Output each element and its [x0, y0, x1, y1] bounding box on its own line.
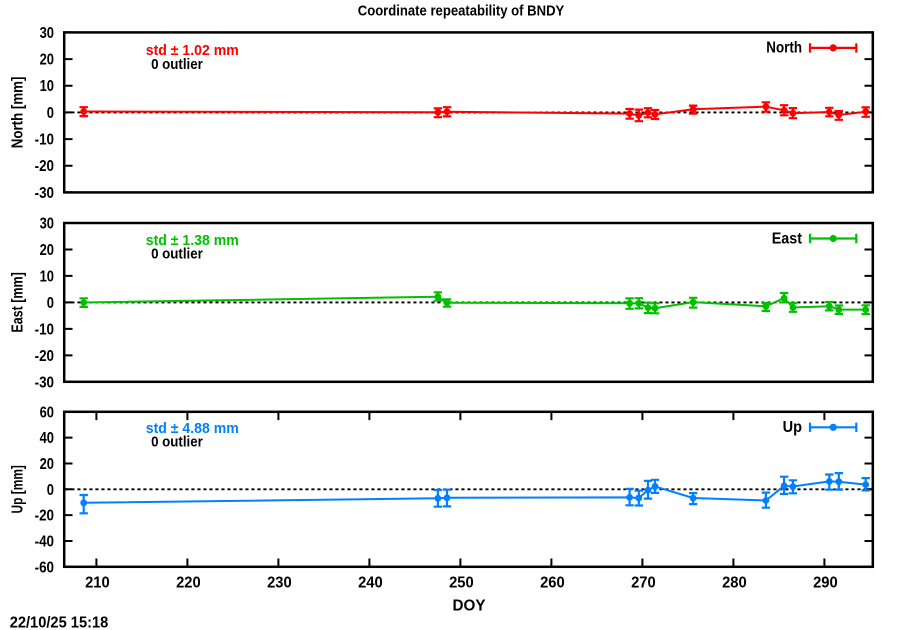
svg-text:-30: -30 — [35, 374, 54, 391]
svg-text:0 outlier: 0 outlier — [151, 56, 203, 73]
svg-text:-10: -10 — [35, 132, 54, 149]
svg-text:std ± 1.02 mm: std ± 1.02 mm — [146, 42, 239, 59]
svg-text:std ± 1.38 mm: std ± 1.38 mm — [146, 232, 239, 249]
svg-text:20: 20 — [40, 242, 54, 259]
svg-text:230: 230 — [267, 574, 292, 591]
svg-text:DOY: DOY — [453, 598, 486, 615]
svg-text:30: 30 — [40, 216, 54, 233]
svg-text:280: 280 — [722, 574, 747, 591]
svg-text:240: 240 — [358, 574, 383, 591]
svg-text:40: 40 — [40, 430, 54, 447]
svg-text:22/10/25 15:18: 22/10/25 15:18 — [10, 615, 109, 630]
svg-text:210: 210 — [85, 574, 110, 591]
svg-text:Up: Up — [783, 419, 802, 436]
svg-text:North: North — [766, 40, 802, 57]
svg-text:Coordinate repeatability of BN: Coordinate repeatability of BNDY — [358, 2, 565, 19]
svg-text:250: 250 — [449, 574, 474, 591]
svg-text:60: 60 — [40, 404, 54, 421]
svg-text:0 outlier: 0 outlier — [151, 434, 203, 451]
svg-text:270: 270 — [631, 574, 656, 591]
svg-text:std ± 4.88 mm: std ± 4.88 mm — [146, 420, 239, 437]
svg-text:East [mm]: East [mm] — [10, 272, 27, 333]
svg-text:290: 290 — [813, 574, 838, 591]
svg-text:0: 0 — [47, 295, 54, 312]
svg-text:10: 10 — [40, 78, 54, 95]
svg-text:10: 10 — [40, 268, 54, 285]
svg-text:-30: -30 — [35, 185, 54, 202]
svg-text:0: 0 — [47, 482, 54, 499]
svg-text:30: 30 — [40, 25, 54, 42]
svg-text:Up [mm]: Up [mm] — [10, 465, 27, 513]
svg-text:0 outlier: 0 outlier — [151, 246, 203, 263]
svg-text:20: 20 — [40, 456, 54, 473]
svg-text:East: East — [772, 230, 802, 247]
svg-text:220: 220 — [176, 574, 201, 591]
svg-text:-10: -10 — [35, 321, 54, 338]
svg-text:-60: -60 — [35, 559, 54, 576]
svg-text:20: 20 — [40, 52, 54, 69]
svg-text:-40: -40 — [35, 533, 54, 550]
svg-text:-20: -20 — [35, 158, 54, 175]
svg-text:-20: -20 — [35, 508, 54, 525]
svg-text:-20: -20 — [35, 348, 54, 365]
svg-text:North [mm]: North [mm] — [10, 77, 27, 149]
svg-text:260: 260 — [540, 574, 565, 591]
svg-text:0: 0 — [47, 105, 54, 122]
